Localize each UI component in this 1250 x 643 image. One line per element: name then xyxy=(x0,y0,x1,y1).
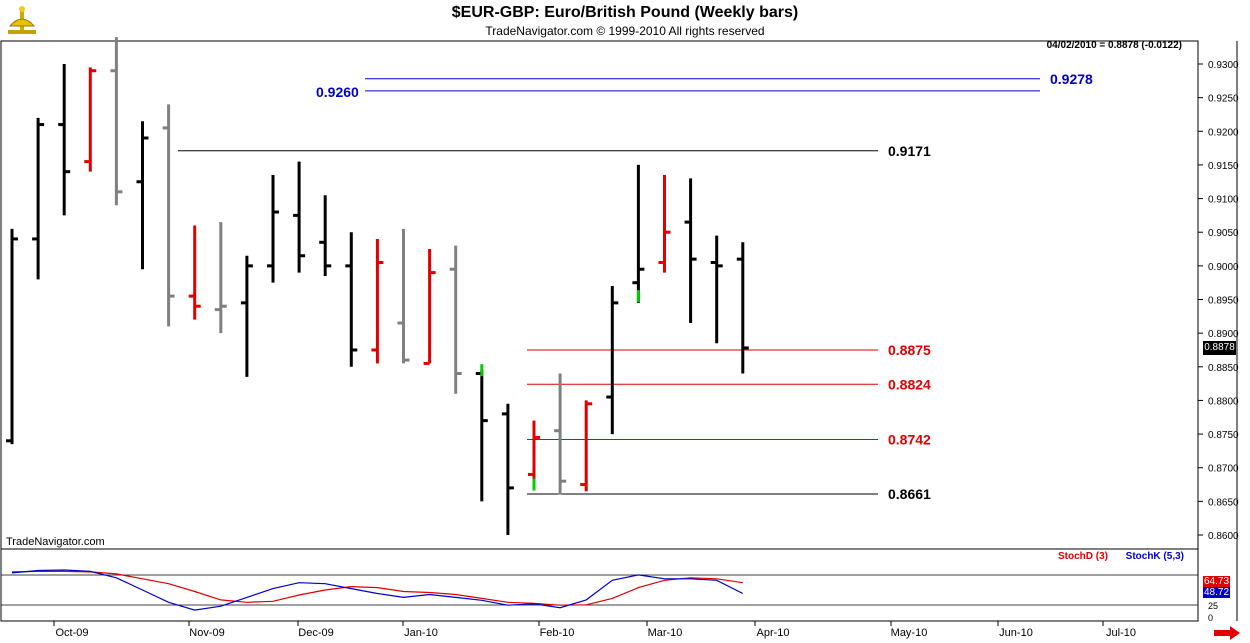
level-lines: 0.9278 0.9260 0.9171 0.8875 0.8824 0.8742 0.86… xyxy=(178,71,1093,502)
y-tick-label: 0.9000 xyxy=(1208,262,1239,273)
legend-stochk: StochK (5,3) xyxy=(1126,551,1184,562)
stoch-y-tick-label: 25 xyxy=(1208,601,1218,611)
level-label: 0.9171 xyxy=(888,143,931,159)
stochastic-panel xyxy=(0,548,1238,622)
x-tick-label: Nov-09 xyxy=(189,627,224,639)
watermark-text: TradeNavigator.com xyxy=(6,536,105,548)
level-label: 0.8661 xyxy=(888,486,931,502)
x-tick-label: Apr-10 xyxy=(756,627,789,639)
level-label: 0.8742 xyxy=(888,431,931,447)
y-tick-label: 0.8700 xyxy=(1208,464,1239,475)
stochastic-lines xyxy=(11,569,744,611)
level-label: 0.9260 xyxy=(316,84,359,100)
y-tick-label: 0.9100 xyxy=(1208,195,1239,206)
y-tick-label: 0.8600 xyxy=(1208,531,1239,542)
x-tick-label: Feb-10 xyxy=(540,627,575,639)
x-tick-label: May-10 xyxy=(891,627,928,639)
chart-subtitle: TradeNavigator.com © 1999-2010 All right… xyxy=(485,24,765,38)
scroll-right-arrow-icon[interactable] xyxy=(1212,626,1242,640)
y-tick-label: 0.8850 xyxy=(1208,363,1239,374)
stoch-line xyxy=(11,570,743,606)
price-panel xyxy=(0,40,1238,550)
stoch-line xyxy=(11,569,744,611)
chart-title: $EUR-GBP: Euro/British Pound (Weekly bar… xyxy=(451,4,799,21)
y-tick-label: 0.9150 xyxy=(1208,161,1239,172)
y-tick-label: 0.9200 xyxy=(1208,127,1239,138)
quote-readout: 04/02/2010 = 0.8878 (-0.0122) xyxy=(1047,40,1182,51)
legend-stochd: StochD (3) xyxy=(1058,551,1108,562)
trade-navigator-logo-icon xyxy=(8,6,36,34)
y-tick-label: 0.9250 xyxy=(1208,94,1239,105)
y-tick-label: 0.9050 xyxy=(1208,228,1239,239)
stoch-y-tick-label: 0 xyxy=(1208,613,1213,623)
x-tick-label: Mar-10 xyxy=(648,627,683,639)
ohlc-bars xyxy=(6,37,749,535)
stochk-last-value: 48.72 xyxy=(1203,587,1230,598)
level-label: 0.8824 xyxy=(888,376,931,392)
x-tick-label: Jun-10 xyxy=(999,627,1033,639)
y-tick-label: 0.8650 xyxy=(1208,497,1239,508)
x-tick-label: Jan-10 xyxy=(404,627,438,639)
y-tick-label: 0.8800 xyxy=(1208,396,1239,407)
x-tick-label: Oct-09 xyxy=(55,627,88,639)
x-tick-label: Dec-09 xyxy=(298,627,333,639)
level-label: 0.8875 xyxy=(888,342,931,358)
level-label: 0.9278 xyxy=(1050,71,1093,87)
last-price-label: 0.8878 xyxy=(1203,341,1236,355)
y-tick-label: 0.8950 xyxy=(1208,296,1239,307)
price-axis: 0.8600 0.8650 0.8700 0.8750 0.8800 0.8850 0.89… xyxy=(1198,60,1239,542)
y-tick-label: 0.8750 xyxy=(1208,430,1239,441)
y-tick-label: 0.9300 xyxy=(1208,60,1239,71)
x-tick-label: Jul-10 xyxy=(1106,627,1136,639)
time-axis-labels: Oct-09 Nov-09 Dec-09 Jan-10 Feb-10 Mar-10 Apr-… xyxy=(53,621,1136,639)
stochd-last-value: 64.73 xyxy=(1203,576,1230,587)
y-tick-label: 0.8900 xyxy=(1208,329,1239,340)
